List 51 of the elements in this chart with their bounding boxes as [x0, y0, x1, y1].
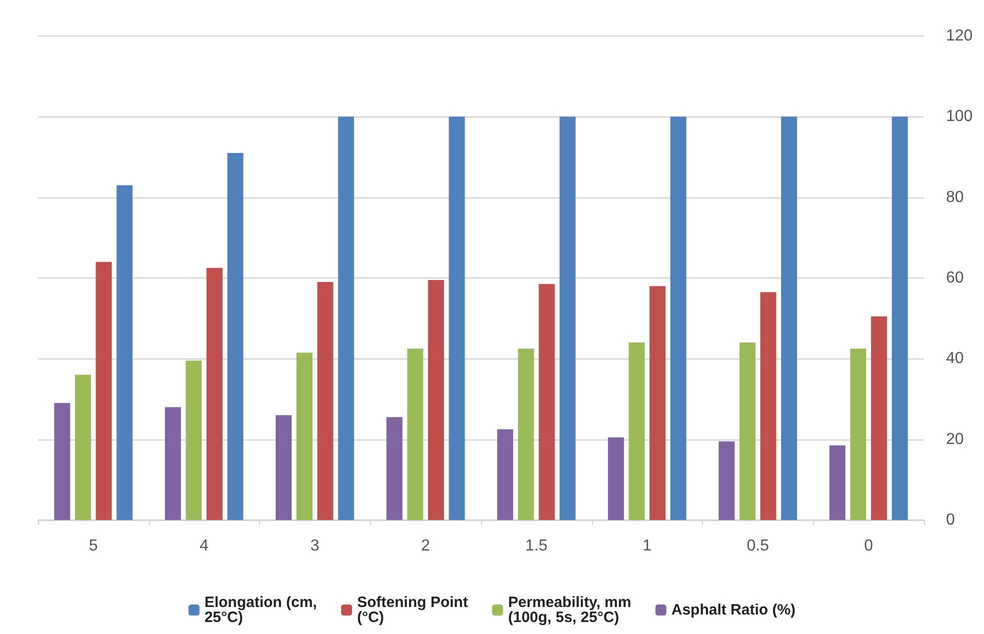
- legend-label: Asphalt Ratio (%): [671, 602, 796, 618]
- bar: [448, 116, 465, 520]
- bar: [628, 342, 645, 520]
- bar: [497, 429, 514, 520]
- x-tick-label: 4: [200, 538, 209, 554]
- bar: [538, 284, 555, 520]
- y-tick-label: 80: [946, 188, 964, 206]
- bar: [850, 348, 866, 520]
- y-tick-label: 20: [946, 430, 964, 448]
- bar: [407, 348, 424, 520]
- bar: [54, 403, 70, 520]
- bar: [739, 342, 756, 520]
- bar: [164, 407, 181, 520]
- bar: [116, 185, 133, 520]
- bar: [518, 348, 534, 520]
- bar: [650, 286, 666, 520]
- bar: [560, 116, 576, 520]
- bar: [871, 316, 888, 520]
- y-tick-label: 60: [946, 270, 964, 286]
- x-tick-label: 0: [864, 538, 874, 554]
- bar: [296, 352, 312, 520]
- bar: [338, 116, 354, 520]
- bar: [670, 116, 686, 520]
- bar: [386, 417, 402, 520]
- bar: [206, 268, 223, 520]
- y-tick-label: 40: [946, 350, 964, 368]
- bar: [829, 445, 846, 520]
- bar: [892, 116, 908, 520]
- legend-label: Softening Point (°C): [357, 594, 472, 626]
- y-tick-label: 0: [946, 512, 955, 528]
- bar: [608, 437, 624, 520]
- legend-label: Elongation (cm, 25°C): [204, 594, 322, 626]
- bar: [96, 262, 112, 520]
- bar: [781, 116, 798, 520]
- y-tick-label: 120: [946, 28, 973, 44]
- bar: [74, 374, 91, 520]
- x-tick-label: 0.5: [746, 538, 770, 554]
- bar: [718, 441, 735, 520]
- x-tick-label: 5: [88, 538, 98, 554]
- x-tick-label: 1: [642, 538, 652, 554]
- y-tick-label: 100: [946, 108, 973, 126]
- x-tick-label: 2: [421, 538, 430, 554]
- x-tick-label: 3: [310, 538, 320, 554]
- legend-label: Permeability, mm (100g, 5s, 25°C): [508, 594, 636, 626]
- bar: [317, 282, 334, 520]
- x-tick-label: 1.5: [525, 538, 548, 554]
- bar: [276, 415, 292, 520]
- bar: [428, 280, 444, 520]
- bar: [227, 152, 244, 520]
- bar: [186, 360, 202, 520]
- bar: [760, 292, 776, 520]
